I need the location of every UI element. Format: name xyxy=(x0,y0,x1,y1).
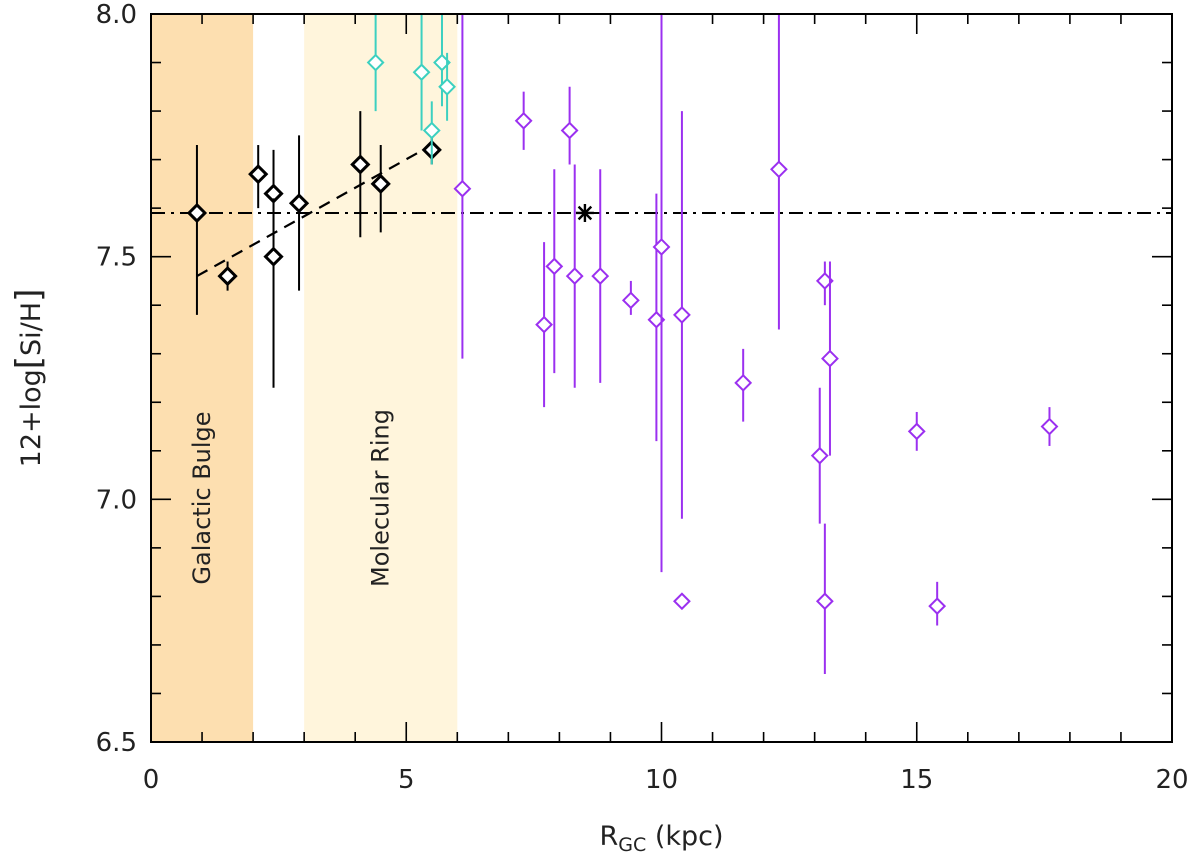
x-tick-label: 15 xyxy=(900,765,933,795)
region-label-galactic-bulge: Galactic Bulge xyxy=(188,411,216,584)
diamond-marker xyxy=(815,592,834,611)
data-point-inner xyxy=(217,261,238,291)
diamond-marker xyxy=(248,164,269,185)
diamond-marker xyxy=(810,446,829,465)
diamond-marker xyxy=(821,349,839,368)
diamond-marker xyxy=(438,77,457,96)
region-galactic-bulge xyxy=(151,14,254,742)
data-point-outer xyxy=(673,592,691,611)
diamond-marker xyxy=(673,305,691,324)
diamond-marker xyxy=(370,173,391,194)
data-point-outer xyxy=(810,387,829,524)
y-tick-label: 8.0 xyxy=(96,0,137,30)
region-label-molecular-ring: Molecular Ring xyxy=(367,409,395,587)
data-point-inner xyxy=(263,198,284,388)
diamond-marker xyxy=(288,193,310,214)
x-tick-label: 5 xyxy=(398,765,415,795)
diamond-marker xyxy=(928,597,947,616)
diamond-marker xyxy=(453,179,472,198)
data-point-outer xyxy=(652,14,671,573)
diamond-marker xyxy=(770,160,788,179)
diamond-marker xyxy=(907,422,926,441)
data-point-outer xyxy=(907,411,926,451)
diamond-marker xyxy=(673,592,691,611)
y-axis-title-bracket-open: [ xyxy=(9,356,49,369)
diamond-marker xyxy=(514,111,533,130)
data-point-outer xyxy=(591,169,610,383)
diamond-marker xyxy=(565,267,584,285)
diamond-marker xyxy=(366,53,385,72)
asterisk-stroke xyxy=(577,205,593,221)
diamond-marker xyxy=(217,265,238,287)
x-axis-title-unit: (kpc) xyxy=(646,821,723,852)
diamond-marker xyxy=(545,257,564,276)
y-axis-title-bracket-close: ] xyxy=(9,289,49,302)
diamond-marker xyxy=(422,121,441,140)
solar-asterisk-marker xyxy=(575,203,594,222)
region-molecular-ring xyxy=(304,14,458,742)
x-axis-title-subscript: GC xyxy=(618,834,646,856)
diamond-marker xyxy=(1040,417,1059,436)
data-point-inner xyxy=(370,145,391,233)
data-point-outer xyxy=(514,91,533,150)
diamond-marker xyxy=(263,246,284,267)
axis-ticks xyxy=(150,13,1173,743)
data-point-inner xyxy=(186,145,208,315)
data-point-inner xyxy=(350,111,371,238)
data-point-outer xyxy=(770,14,788,330)
x-axis-title: RGC (kpc) xyxy=(599,821,723,856)
data-point-outer xyxy=(621,280,640,315)
svg-text:12+log[Si/H]: 12+log[Si/H] xyxy=(9,289,49,468)
data-points xyxy=(186,14,1059,675)
x-axis-title-main: R xyxy=(599,821,618,852)
diamond-marker xyxy=(652,238,671,256)
plot-frame xyxy=(150,13,1173,743)
data-point-cyan xyxy=(366,14,385,112)
y-tick-label: 6.5 xyxy=(96,728,137,758)
diamond-marker xyxy=(535,315,553,334)
data-point-outer xyxy=(560,86,579,165)
data-point-outer xyxy=(1040,407,1059,446)
y-axis-title-prefix: 12+log xyxy=(16,369,47,467)
data-point-cyan xyxy=(412,14,431,131)
diamond-marker xyxy=(350,154,371,175)
data-point-outer xyxy=(815,523,834,675)
data-point-outer xyxy=(821,261,839,456)
data-point-cyan xyxy=(438,52,457,121)
data-point-outer xyxy=(545,169,564,374)
y-axis-title: 12+log[Si/H] xyxy=(9,289,49,468)
gradient-fit-line xyxy=(196,144,433,278)
tick-labels: 0 5 10 15 20 6.5 7.0 7.5 8.0 xyxy=(96,0,1189,795)
y-tick-label: 7.0 xyxy=(96,485,137,515)
data-point-cyan xyxy=(422,101,441,165)
data-point-inner xyxy=(248,145,269,209)
x-tick-label: 0 xyxy=(143,765,160,795)
x-tick-label: 10 xyxy=(645,765,678,795)
x-tick-label: 20 xyxy=(1155,765,1188,795)
diamond-marker xyxy=(591,267,610,285)
y-tick-label: 7.5 xyxy=(96,243,137,273)
diamond-marker xyxy=(412,63,431,82)
diamond-marker xyxy=(560,121,579,140)
shaded-regions: Galactic Bulge Molecular Ring xyxy=(151,14,458,742)
data-point-outer xyxy=(535,242,553,408)
y-axis-title-inner: Si/H xyxy=(16,302,47,356)
diamond-marker xyxy=(734,373,753,392)
data-point-inner xyxy=(288,135,310,291)
data-point-outer xyxy=(734,348,753,422)
data-point-outer xyxy=(673,111,691,519)
data-point-outer xyxy=(453,14,472,359)
diamond-marker xyxy=(621,291,640,310)
data-point-outer xyxy=(565,164,584,388)
data-point-outer xyxy=(928,581,947,626)
reference-lines xyxy=(151,144,1172,278)
diamond-marker xyxy=(186,202,208,224)
